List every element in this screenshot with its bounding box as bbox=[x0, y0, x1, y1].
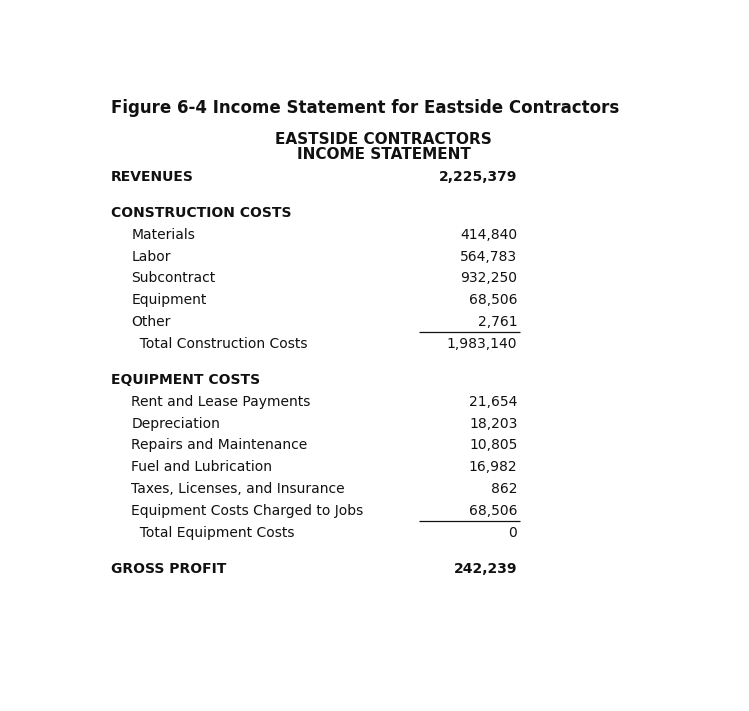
Text: Subcontract: Subcontract bbox=[131, 272, 216, 285]
Text: EQUIPMENT COSTS: EQUIPMENT COSTS bbox=[111, 373, 260, 387]
Text: Equipment Costs Charged to Jobs: Equipment Costs Charged to Jobs bbox=[131, 504, 363, 518]
Text: REVENUES: REVENUES bbox=[111, 170, 194, 184]
Text: 564,783: 564,783 bbox=[460, 250, 518, 264]
Text: CONSTRUCTION COSTS: CONSTRUCTION COSTS bbox=[111, 205, 291, 220]
Text: 862: 862 bbox=[491, 482, 518, 496]
Text: Taxes, Licenses, and Insurance: Taxes, Licenses, and Insurance bbox=[131, 482, 345, 496]
Text: Depreciation: Depreciation bbox=[131, 417, 220, 431]
Text: EASTSIDE CONTRACTORS: EASTSIDE CONTRACTORS bbox=[276, 132, 492, 147]
Text: 18,203: 18,203 bbox=[469, 417, 518, 431]
Text: 242,239: 242,239 bbox=[454, 562, 518, 576]
Text: 2,225,379: 2,225,379 bbox=[439, 170, 518, 184]
Text: Repairs and Maintenance: Repairs and Maintenance bbox=[131, 439, 308, 452]
Text: Total Equipment Costs: Total Equipment Costs bbox=[131, 526, 295, 540]
Text: 68,506: 68,506 bbox=[469, 294, 518, 307]
Text: Fuel and Lubrication: Fuel and Lubrication bbox=[131, 460, 273, 474]
Text: Rent and Lease Payments: Rent and Lease Payments bbox=[131, 395, 311, 409]
Text: 10,805: 10,805 bbox=[469, 439, 518, 452]
Text: 414,840: 414,840 bbox=[460, 228, 518, 242]
Text: 16,982: 16,982 bbox=[469, 460, 518, 474]
Text: 2,761: 2,761 bbox=[478, 315, 518, 329]
Text: 68,506: 68,506 bbox=[469, 504, 518, 518]
Text: Materials: Materials bbox=[131, 228, 195, 242]
Text: 0: 0 bbox=[509, 526, 518, 540]
Text: INCOME STATEMENT: INCOME STATEMENT bbox=[297, 146, 471, 161]
Text: Figure 6-4 Income Statement for Eastside Contractors: Figure 6-4 Income Statement for Eastside… bbox=[111, 99, 619, 117]
Text: GROSS PROFIT: GROSS PROFIT bbox=[111, 562, 226, 576]
Text: Equipment: Equipment bbox=[131, 294, 207, 307]
Text: 1,983,140: 1,983,140 bbox=[447, 337, 518, 351]
Text: Total Construction Costs: Total Construction Costs bbox=[131, 337, 308, 351]
Text: 21,654: 21,654 bbox=[469, 395, 518, 409]
Text: Other: Other bbox=[131, 315, 171, 329]
Text: Labor: Labor bbox=[131, 250, 171, 264]
Text: 932,250: 932,250 bbox=[461, 272, 518, 285]
